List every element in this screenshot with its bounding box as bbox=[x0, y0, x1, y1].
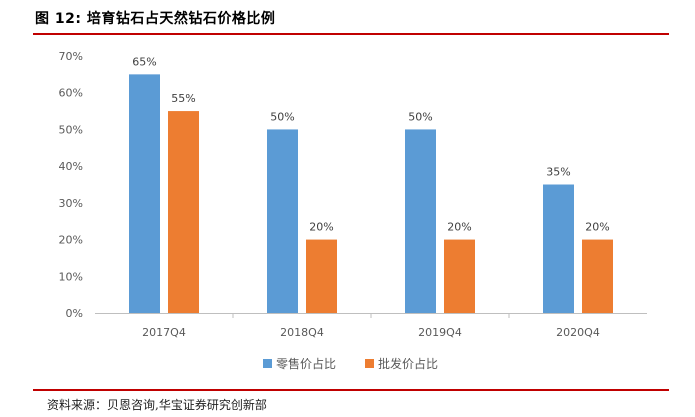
legend-swatch bbox=[263, 359, 272, 368]
legend-label: 零售价占比 bbox=[276, 356, 336, 371]
bar-series bbox=[129, 74, 613, 313]
data-label: 20% bbox=[585, 221, 609, 234]
legend-label: 批发价占比 bbox=[378, 356, 438, 371]
bar bbox=[267, 129, 298, 313]
bar bbox=[444, 239, 475, 313]
figure-title: 图 12: 培育钻石占天然钻石价格比例 bbox=[35, 11, 276, 27]
bar bbox=[306, 239, 337, 313]
x-tick-label: 2019Q4 bbox=[418, 326, 462, 339]
data-label: 20% bbox=[309, 221, 333, 234]
x-tick-label: 2018Q4 bbox=[280, 326, 324, 339]
y-tick-label: 50% bbox=[59, 123, 83, 136]
legend: 零售价占比 批发价占比 bbox=[263, 356, 438, 371]
x-tick-label: 2020Q4 bbox=[556, 326, 600, 339]
y-tick-label: 10% bbox=[59, 270, 83, 283]
bar bbox=[168, 111, 199, 313]
data-label: 20% bbox=[447, 221, 471, 234]
y-tick-label: 0% bbox=[66, 307, 83, 320]
x-axis: 2017Q4 2018Q4 2019Q4 2020Q4 bbox=[142, 313, 600, 339]
y-tick-label: 40% bbox=[59, 160, 83, 173]
x-tick-label: 2017Q4 bbox=[142, 326, 186, 339]
bar bbox=[543, 184, 574, 313]
legend-swatch bbox=[365, 359, 374, 368]
bar bbox=[129, 74, 160, 313]
data-label: 50% bbox=[270, 110, 294, 123]
bar bbox=[405, 129, 436, 313]
source-note: 资料来源：贝恩咨询,华宝证券研究创新部 bbox=[47, 398, 267, 412]
y-axis: 0% 10% 20% 30% 40% 50% 60% 70% bbox=[59, 50, 83, 320]
y-tick-label: 70% bbox=[59, 50, 83, 63]
data-labels: 65% 55% 50% 20% 50% 20% 35% 20% bbox=[132, 55, 609, 233]
y-tick-label: 30% bbox=[59, 197, 83, 210]
data-label: 55% bbox=[171, 92, 195, 105]
y-tick-label: 20% bbox=[59, 234, 83, 247]
y-tick-label: 60% bbox=[59, 87, 83, 100]
source-rule bbox=[33, 389, 669, 391]
bar bbox=[582, 239, 613, 313]
data-label: 50% bbox=[408, 110, 432, 123]
data-label: 65% bbox=[132, 55, 156, 68]
data-label: 35% bbox=[546, 166, 570, 179]
title-rule bbox=[33, 33, 669, 35]
